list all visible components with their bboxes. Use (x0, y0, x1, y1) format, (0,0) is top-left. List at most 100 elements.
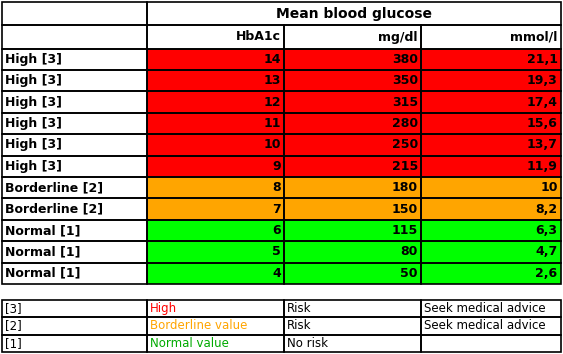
Bar (148, 241, 284, 263)
Text: 250: 250 (392, 138, 418, 152)
Bar (284, 299, 421, 317)
Bar (148, 263, 284, 284)
Text: High [3]: High [3] (5, 53, 62, 66)
Text: 9: 9 (272, 160, 281, 173)
Bar (148, 2, 561, 25)
Text: 13,7: 13,7 (527, 138, 557, 152)
Bar (148, 177, 284, 198)
Bar (421, 263, 561, 284)
Text: High: High (150, 302, 177, 315)
Bar (2, 70, 148, 91)
Bar (2, 70, 148, 91)
Bar (284, 220, 421, 241)
Bar (2, 177, 148, 198)
Text: [1]: [1] (5, 337, 21, 350)
Text: 8: 8 (272, 181, 281, 194)
Bar (421, 317, 561, 335)
Bar (421, 25, 561, 48)
Bar (148, 70, 284, 91)
Bar (2, 284, 148, 299)
Bar (148, 220, 284, 241)
Bar (2, 113, 148, 134)
Bar (421, 113, 561, 134)
Bar (421, 198, 561, 220)
Bar (2, 299, 148, 317)
Bar (284, 48, 421, 70)
Text: High [3]: High [3] (5, 74, 62, 87)
Bar (148, 317, 284, 335)
Bar (2, 241, 148, 263)
Text: 6,3: 6,3 (535, 224, 557, 237)
Bar (148, 317, 284, 335)
Bar (148, 156, 284, 177)
Bar (421, 299, 561, 317)
Bar (148, 177, 284, 198)
Bar (421, 241, 561, 263)
Text: 50: 50 (400, 267, 418, 280)
Bar (2, 317, 148, 335)
Bar (284, 284, 421, 299)
Text: 80: 80 (400, 245, 418, 258)
Text: HbA1c: HbA1c (236, 30, 281, 44)
Bar (421, 177, 561, 198)
Text: Risk: Risk (287, 302, 311, 315)
Bar (421, 91, 561, 113)
Bar (2, 134, 148, 156)
Bar (2, 198, 148, 220)
Bar (284, 70, 421, 91)
Text: 11: 11 (263, 117, 281, 130)
Bar (2, 48, 148, 70)
Bar (2, 263, 148, 284)
Bar (421, 48, 561, 70)
Text: 17,4: 17,4 (526, 96, 557, 109)
Text: 13: 13 (263, 74, 281, 87)
Bar (148, 220, 284, 241)
Text: Mean blood glucose: Mean blood glucose (276, 7, 432, 21)
Text: Normal [1]: Normal [1] (5, 267, 80, 280)
Bar (148, 91, 284, 113)
Text: 115: 115 (392, 224, 418, 237)
Bar (284, 91, 421, 113)
Text: High [3]: High [3] (5, 138, 62, 152)
Bar (2, 134, 148, 156)
Text: Seek medical advice: Seek medical advice (424, 319, 546, 332)
Bar (284, 335, 421, 352)
Bar (284, 263, 421, 284)
Bar (2, 91, 148, 113)
Text: mmol/l: mmol/l (510, 30, 557, 44)
Bar (421, 198, 561, 220)
Bar (421, 156, 561, 177)
Bar (148, 48, 284, 70)
Text: 10: 10 (540, 181, 557, 194)
Bar (284, 317, 421, 335)
Bar (148, 263, 284, 284)
Bar (421, 156, 561, 177)
Text: 19,3: 19,3 (527, 74, 557, 87)
Bar (148, 241, 284, 263)
Bar (284, 335, 421, 352)
Bar (421, 70, 561, 91)
Bar (2, 335, 148, 352)
Bar (284, 25, 421, 48)
Bar (421, 317, 561, 335)
Bar (421, 70, 561, 91)
Bar (148, 2, 561, 25)
Text: 8,2: 8,2 (535, 202, 557, 216)
Bar (284, 156, 421, 177)
Bar (148, 335, 284, 352)
Bar (148, 335, 284, 352)
Text: 5: 5 (272, 245, 281, 258)
Bar (284, 134, 421, 156)
Text: High [3]: High [3] (5, 117, 62, 130)
Text: [3]: [3] (5, 302, 21, 315)
Bar (2, 25, 148, 48)
Text: 12: 12 (263, 96, 281, 109)
Text: Normal [1]: Normal [1] (5, 245, 80, 258)
Text: 4: 4 (272, 267, 281, 280)
Bar (148, 113, 284, 134)
Bar (148, 284, 284, 299)
Bar (2, 48, 148, 70)
Bar (421, 91, 561, 113)
Text: Seek medical advice: Seek medical advice (424, 302, 546, 315)
Text: 4,7: 4,7 (535, 245, 557, 258)
